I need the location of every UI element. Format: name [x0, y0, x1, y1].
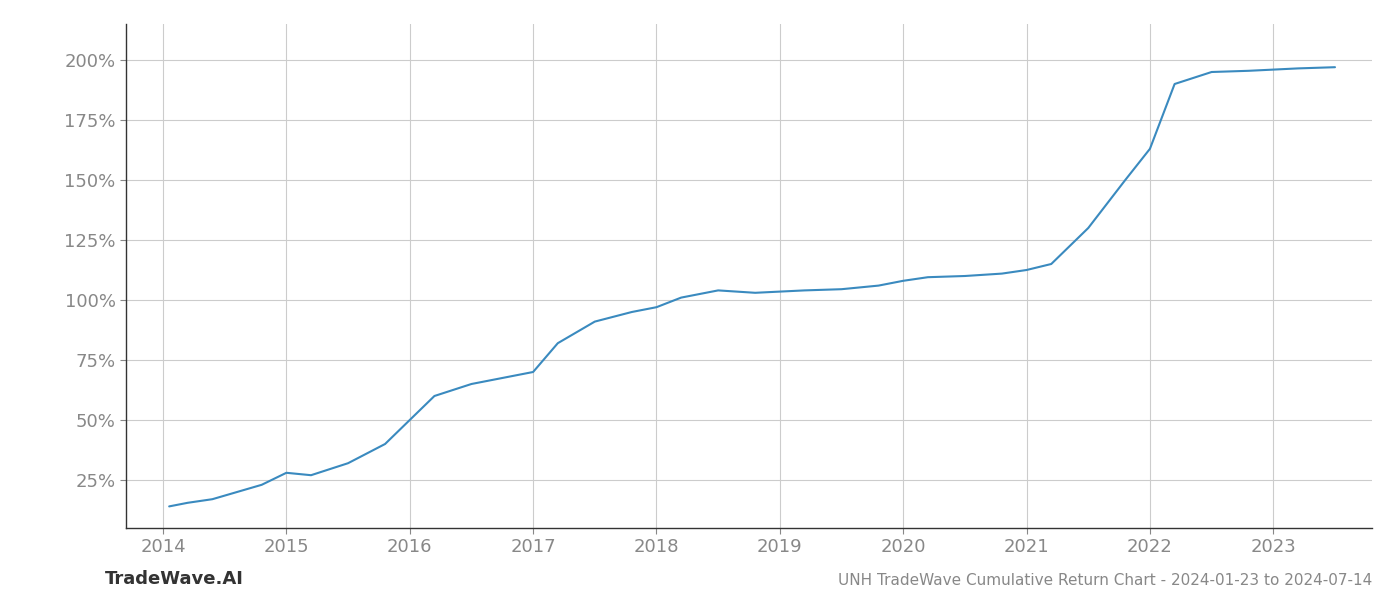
Text: UNH TradeWave Cumulative Return Chart - 2024-01-23 to 2024-07-14: UNH TradeWave Cumulative Return Chart - …	[837, 573, 1372, 588]
Text: TradeWave.AI: TradeWave.AI	[105, 570, 244, 588]
